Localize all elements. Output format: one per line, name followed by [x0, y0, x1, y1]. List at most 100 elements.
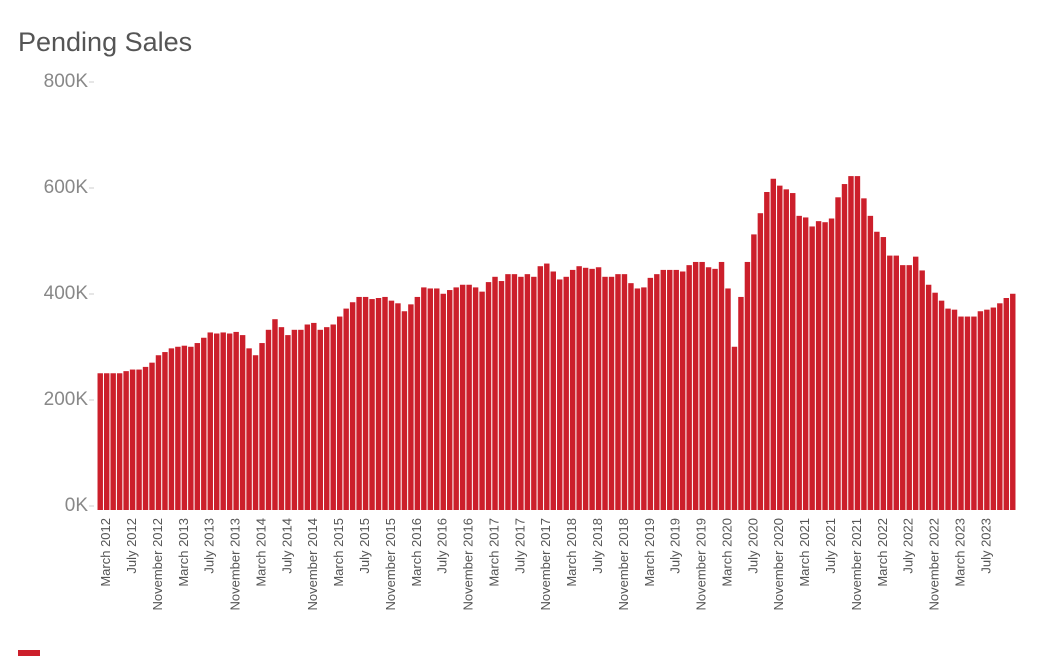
bar: [459, 284, 466, 510]
bar: [129, 369, 136, 510]
bar: [414, 296, 421, 510]
bar: [524, 274, 531, 510]
y-tick-label: 800K: [44, 71, 89, 92]
bar: [835, 197, 841, 511]
bar: [201, 337, 207, 510]
bar: [440, 293, 446, 510]
bar: [453, 287, 459, 510]
x-tick-label: November 2013: [228, 518, 243, 611]
bar: [369, 299, 375, 510]
bar: [395, 303, 401, 510]
x-tick-label: November 2012: [150, 518, 165, 611]
bar: [278, 327, 285, 510]
bar: [466, 284, 472, 510]
bar: [647, 277, 654, 510]
x-tick-label: November 2021: [849, 518, 864, 611]
bar: [155, 355, 162, 510]
y-tick-label: 600K: [44, 177, 89, 198]
bar: [900, 265, 906, 510]
x-tick-label: March 2015: [331, 518, 346, 587]
bar: [828, 218, 835, 510]
bar: [621, 274, 628, 510]
x-tick-label: November 2015: [383, 518, 398, 611]
bar: [181, 345, 188, 510]
bar: [815, 221, 822, 510]
bar: [796, 215, 802, 510]
bar: [505, 274, 511, 510]
bar: [783, 189, 789, 510]
x-tick-label: November 2017: [538, 518, 553, 611]
bar: [544, 263, 550, 510]
bar: [336, 316, 343, 510]
bar: [324, 327, 330, 510]
bar: [977, 311, 984, 510]
x-tick-label: July 2014: [279, 518, 294, 574]
x-tick-label: July 2021: [823, 518, 838, 574]
bar: [951, 309, 958, 510]
bar: [330, 324, 336, 510]
bar: [654, 274, 660, 510]
bar: [446, 290, 453, 510]
bar: [984, 309, 990, 510]
bar: [239, 335, 246, 510]
bar: [841, 184, 848, 511]
bar: [699, 261, 705, 510]
bar: [408, 304, 414, 510]
x-tick-label: November 2014: [305, 518, 320, 611]
bar: [401, 311, 408, 510]
bar: [912, 256, 919, 510]
bar: [705, 267, 712, 510]
chart-title: Pending Sales: [18, 27, 192, 57]
legend-swatch: [18, 650, 40, 656]
x-tick-label: July 2018: [590, 518, 605, 574]
bar: [692, 261, 699, 510]
x-tick-label: November 2019: [694, 518, 709, 611]
bar: [259, 343, 265, 510]
bar: [207, 332, 213, 510]
bar: [226, 333, 233, 510]
x-tick-label: March 2021: [797, 518, 812, 587]
bar: [777, 185, 783, 510]
x-tick-label: July 2013: [202, 518, 217, 574]
bar: [919, 270, 925, 510]
bar: [757, 213, 764, 510]
x-tick-label: March 2013: [176, 518, 191, 587]
bar: [343, 308, 349, 510]
bar: [725, 288, 731, 510]
bar: [751, 234, 757, 510]
bar: [434, 288, 440, 510]
bar: [764, 192, 770, 510]
bar: [388, 300, 395, 510]
bar: [142, 366, 149, 510]
bar: [770, 178, 777, 510]
bar: [660, 269, 667, 510]
bar: [298, 329, 304, 510]
bar: [531, 276, 537, 510]
x-tick-label: July 2022: [901, 518, 916, 574]
bar: [498, 281, 505, 510]
bar: [233, 331, 239, 510]
x-tick-label: November 2022: [927, 518, 942, 611]
bar: [168, 348, 175, 510]
bar: [103, 373, 110, 510]
bar: [906, 265, 912, 510]
x-tick-label: March 2016: [409, 518, 424, 587]
bar: [427, 288, 434, 510]
x-tick-label: November 2020: [771, 518, 786, 611]
bar: [492, 276, 498, 510]
bar: [738, 296, 744, 510]
bar: [550, 271, 556, 510]
bar: [718, 261, 725, 510]
bar: [893, 255, 899, 510]
bar: [809, 226, 815, 510]
bar: [1010, 293, 1016, 510]
bar: [116, 373, 123, 510]
bar: [291, 329, 298, 510]
bar: [822, 222, 828, 510]
bar: [362, 296, 369, 510]
bar: [945, 308, 951, 510]
x-tick-label: July 2015: [357, 518, 372, 574]
bar: [874, 231, 880, 510]
bar: [175, 346, 181, 510]
bar: [964, 316, 971, 510]
